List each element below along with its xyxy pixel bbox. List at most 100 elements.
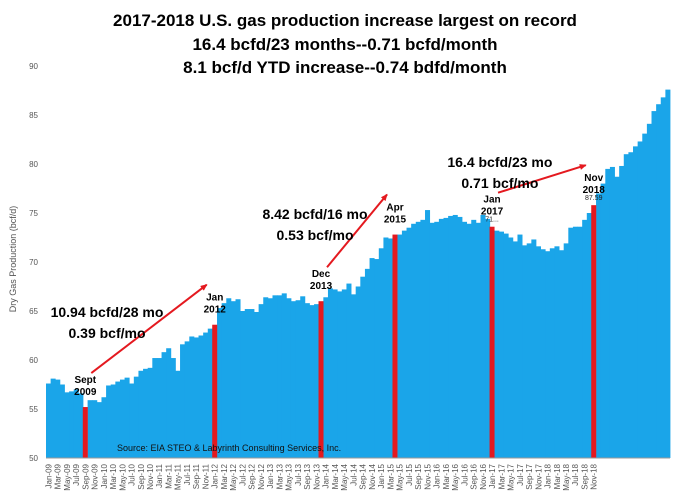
highlight-bar bbox=[392, 234, 398, 458]
bar bbox=[568, 227, 574, 458]
highlight-label: Dec bbox=[312, 269, 331, 280]
bar bbox=[226, 298, 232, 458]
x-tick-label: Mar-10 bbox=[109, 463, 118, 489]
highlight-label: Jan bbox=[483, 195, 500, 206]
trend-label: 0.53 bcf/mo bbox=[276, 227, 353, 243]
bar bbox=[59, 384, 65, 458]
x-tick-label: Jul-17 bbox=[516, 463, 525, 485]
trend-arrow bbox=[497, 164, 587, 194]
bar bbox=[637, 141, 643, 458]
bar bbox=[290, 301, 296, 458]
bar bbox=[563, 243, 569, 458]
x-tick-label: Nov-10 bbox=[146, 463, 155, 489]
x-tick-label: May-12 bbox=[229, 463, 238, 490]
bar bbox=[425, 210, 431, 458]
bar bbox=[388, 238, 394, 458]
x-tick-label: Sep-13 bbox=[303, 463, 312, 489]
x-tick-label: Jul-10 bbox=[128, 463, 137, 485]
bar bbox=[230, 301, 236, 458]
x-tick-label: Mar-16 bbox=[442, 463, 451, 489]
bar bbox=[286, 298, 292, 458]
bar bbox=[129, 383, 135, 458]
x-tick-label: Nov-12 bbox=[257, 463, 266, 489]
bar bbox=[383, 237, 389, 458]
bar bbox=[457, 216, 463, 458]
bar bbox=[309, 305, 315, 458]
bar bbox=[346, 283, 352, 458]
x-tick-label: Nov-16 bbox=[479, 463, 488, 489]
bar bbox=[429, 222, 435, 458]
bar bbox=[166, 348, 172, 458]
x-tick-label: Jul-11 bbox=[183, 463, 192, 485]
bar bbox=[369, 258, 375, 458]
bar bbox=[554, 246, 560, 458]
bar bbox=[161, 352, 167, 458]
highlight-label: 2015 bbox=[384, 215, 407, 226]
y-axis-ticks: 50 55 60 65 70 75 80 85 90 bbox=[29, 62, 38, 463]
bar bbox=[448, 215, 454, 458]
bar bbox=[207, 328, 213, 458]
bar bbox=[646, 123, 652, 458]
highlight-bar bbox=[82, 407, 88, 458]
bar bbox=[415, 221, 421, 458]
y-axis-label: Dry Gas Production (bcf/d) bbox=[8, 206, 18, 313]
y-tick-label: 80 bbox=[29, 160, 38, 169]
title-line-2: 16.4 bcfd/23 months--0.71 bcfd/month bbox=[192, 35, 497, 54]
x-tick-label: Jul-14 bbox=[349, 463, 358, 485]
x-tick-label: May-09 bbox=[63, 463, 72, 490]
bar bbox=[656, 104, 662, 458]
highlight-labels: Sept2009Jan2012Dec2013Apr2015Jan2017Nov2… bbox=[74, 173, 605, 398]
bar bbox=[189, 336, 195, 458]
bar bbox=[235, 299, 241, 458]
x-tick-label: Mar-13 bbox=[275, 463, 284, 489]
trend-label: 10.94 bcfd/28 mo bbox=[51, 304, 164, 320]
y-tick-label: 70 bbox=[29, 258, 38, 267]
highlight-bar bbox=[318, 301, 324, 458]
x-tick-label: Sep-14 bbox=[359, 463, 368, 489]
x-tick-label: Jul-09 bbox=[72, 463, 81, 485]
bar bbox=[156, 358, 162, 458]
x-tick-label: Sep-09 bbox=[81, 463, 90, 489]
bar bbox=[124, 377, 130, 458]
bar bbox=[498, 231, 504, 458]
highlight-label: Nov bbox=[584, 173, 603, 184]
trend-label: 16.4 bcfd/23 mo bbox=[447, 154, 552, 170]
bar bbox=[559, 250, 565, 458]
bar bbox=[217, 308, 223, 458]
x-tick-label: Jan-12 bbox=[211, 463, 220, 488]
x-tick-label: May-17 bbox=[507, 463, 516, 490]
bar bbox=[462, 221, 468, 458]
bar bbox=[633, 146, 639, 459]
trend-annotations: 10.94 bcfd/28 mo 0.39 bcf/mo 8.42 bcfd/16 … bbox=[51, 154, 587, 374]
x-tick-label: Jan-09 bbox=[44, 463, 53, 488]
bar bbox=[628, 152, 634, 459]
bar bbox=[175, 370, 181, 458]
bar bbox=[577, 226, 583, 458]
bar-series bbox=[46, 89, 671, 459]
bar bbox=[364, 268, 370, 458]
x-tick-label: Mar-12 bbox=[220, 463, 229, 489]
highlight-bar bbox=[212, 324, 218, 458]
bar bbox=[240, 311, 246, 458]
bar bbox=[572, 226, 578, 458]
bar bbox=[549, 248, 555, 458]
x-tick-label: Nov-17 bbox=[534, 463, 543, 489]
y-tick-label: 50 bbox=[29, 454, 38, 463]
bar bbox=[267, 298, 273, 458]
highlight-bar-series bbox=[82, 205, 597, 458]
x-tick-label: Jan-14 bbox=[322, 463, 331, 488]
x-tick-label: Mar-17 bbox=[497, 463, 506, 489]
bar bbox=[147, 367, 153, 458]
bar bbox=[244, 309, 250, 458]
x-tick-label: Jan-16 bbox=[433, 463, 442, 488]
bar bbox=[272, 295, 278, 458]
y-tick-label: 85 bbox=[29, 111, 38, 120]
x-tick-label: Jan-15 bbox=[377, 463, 386, 488]
highlight-label: 2018 bbox=[583, 185, 606, 196]
bar bbox=[64, 392, 70, 458]
x-tick-label: Mar-09 bbox=[54, 463, 63, 489]
bar bbox=[203, 332, 209, 458]
x-tick-label: Sep-12 bbox=[248, 463, 257, 489]
x-tick-label: Nov-18 bbox=[590, 463, 599, 489]
bar bbox=[466, 223, 472, 458]
